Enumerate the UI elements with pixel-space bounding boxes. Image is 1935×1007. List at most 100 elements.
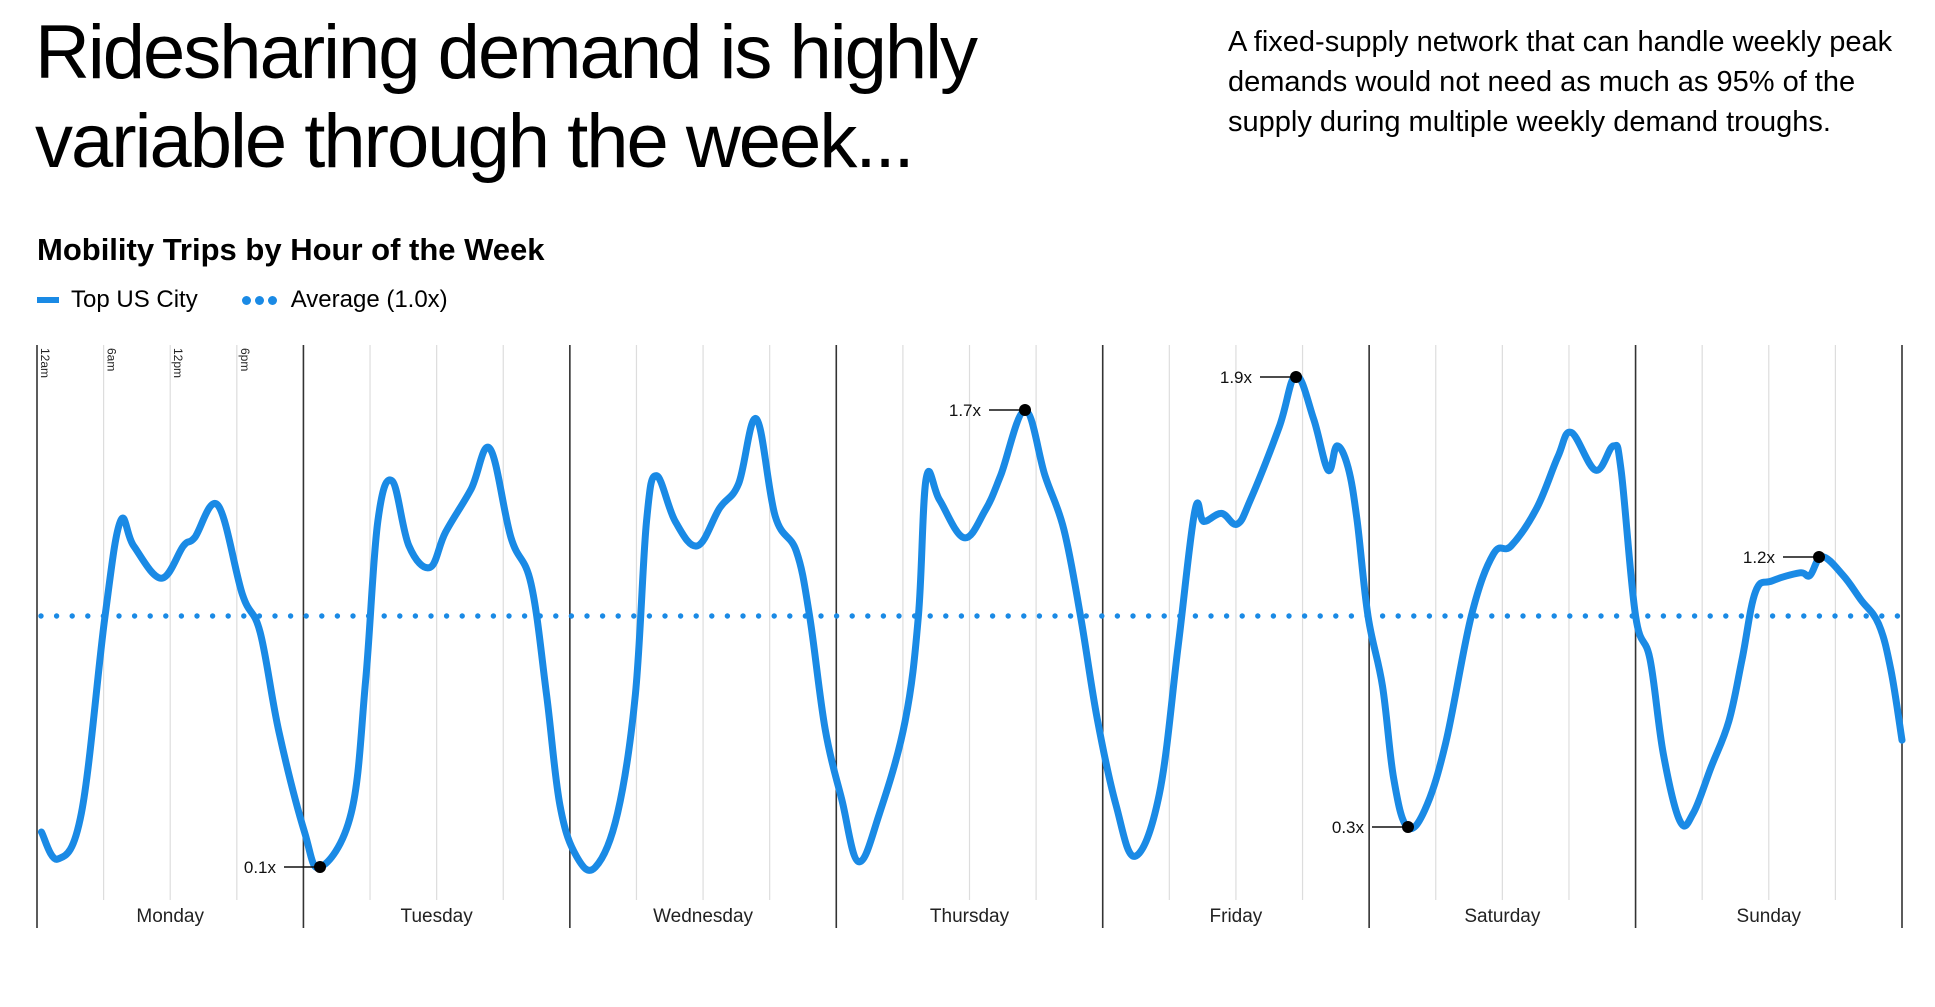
average-dot: [443, 613, 450, 619]
average-dot: [1067, 613, 1074, 619]
average-dot: [771, 613, 777, 619]
average-dot: [334, 613, 341, 619]
average-dot: [1567, 613, 1573, 619]
average-dot: [584, 613, 590, 619]
day-label: Thursday: [930, 906, 1010, 927]
annotation: 1.9x: [1220, 368, 1302, 387]
headline-line-1: Ridesharing demand is highly: [35, 10, 978, 95]
average-dot: [1707, 613, 1713, 619]
legend-item-top-us-city: Top US City: [37, 286, 198, 314]
average-dot: [209, 613, 216, 619]
legend-item-average: Average (1.0x): [241, 286, 448, 314]
average-dot: [1239, 613, 1245, 619]
average-dot: [1270, 613, 1277, 619]
annotation-label: 1.9x: [1220, 368, 1253, 387]
average-dot: [833, 613, 840, 619]
annotation: 0.3x: [1332, 818, 1414, 837]
dotted-line-swatch-icon: [241, 295, 281, 305]
average-dot: [1879, 613, 1885, 619]
average-dot: [459, 613, 465, 619]
day-label: Sunday: [1737, 906, 1802, 927]
average-dot: [880, 613, 887, 619]
average-dot: [53, 613, 60, 619]
average-dot: [272, 613, 278, 619]
headline: Ridesharing demand is highly variable th…: [35, 8, 1135, 186]
hour-tick-label: 6pm: [238, 348, 252, 371]
average-dot: [428, 613, 434, 619]
average-dot: [1863, 613, 1869, 619]
average-dot: [381, 613, 387, 619]
annotation-label: 0.3x: [1332, 818, 1365, 837]
average-dot: [397, 613, 403, 619]
average-dot: [1457, 613, 1464, 619]
average-dot: [1395, 613, 1401, 619]
average-dot: [974, 613, 980, 619]
average-dot: [553, 613, 559, 619]
average-dot: [740, 613, 746, 619]
chart-legend: Top US City Average (1.0x): [37, 285, 492, 315]
average-dot: [1691, 613, 1698, 619]
annotation: 1.7x: [949, 401, 1031, 420]
average-dot: [865, 613, 871, 619]
chart-annotations: 0.1x 1.7x 1.9x 0.3x 1.2x: [244, 368, 1825, 877]
average-dot: [724, 613, 731, 619]
average-dot: [506, 613, 512, 619]
average-dot: [69, 613, 75, 619]
day-label: Wednesday: [653, 906, 753, 927]
average-dot: [116, 613, 122, 619]
headline-line-2: variable through the week...: [35, 99, 915, 184]
average-dot: [787, 613, 793, 619]
day-label: Tuesday: [401, 906, 474, 927]
average-dot: [1754, 613, 1760, 619]
average-dot: [350, 613, 356, 619]
average-dot: [646, 613, 653, 619]
average-dot: [1832, 613, 1838, 619]
average-dot: [1333, 613, 1339, 619]
average-dot: [1785, 613, 1791, 619]
average-dot: [1036, 613, 1043, 619]
average-dot: [1660, 613, 1667, 619]
average-dot: [85, 613, 91, 619]
average-dot: [521, 613, 528, 619]
average-dot: [147, 613, 153, 619]
average-dot: [1847, 613, 1854, 619]
average-dot: [1317, 613, 1323, 619]
average-dot: [1535, 613, 1542, 619]
average-dot: [1442, 613, 1448, 619]
average-dot: [1676, 613, 1682, 619]
average-dot: [1223, 613, 1230, 619]
average-dot: [677, 613, 684, 619]
average-dot: [1723, 613, 1729, 619]
average-dot: [241, 613, 247, 619]
average-dot: [38, 613, 44, 619]
average-dot: [662, 613, 668, 619]
average-dot: [1099, 613, 1105, 619]
average-dot: [1426, 613, 1433, 619]
annotation-marker: [1290, 371, 1302, 383]
average-dot: [303, 613, 309, 619]
axis-labels: 12am 6am 12pm 6pm Monday Tuesday Wednesday Thur…: [38, 348, 1801, 927]
annotation: 0.1x: [244, 858, 326, 877]
average-dot: [989, 613, 996, 619]
average-dot: [490, 613, 497, 619]
average-dot: [1738, 613, 1745, 619]
average-dot: [1145, 613, 1152, 619]
average-dot: [194, 613, 200, 619]
average-dot: [818, 613, 824, 619]
hour-tick-label: 12am: [38, 348, 52, 378]
chart-title: Mobility Trips by Hour of the Week: [37, 232, 545, 267]
average-dot: [1645, 613, 1651, 619]
day-label: Monday: [136, 906, 204, 927]
average-dot: [1021, 613, 1027, 619]
average-dot: [849, 613, 855, 619]
hour-tick-label: 12pm: [171, 348, 185, 378]
annotation-marker: [1019, 404, 1031, 416]
average-dot: [475, 613, 481, 619]
average-dot: [709, 613, 715, 619]
average-dot: [319, 613, 325, 619]
day-label: Friday: [1210, 906, 1263, 927]
average-dot: [693, 613, 699, 619]
average-dot: [1286, 613, 1292, 619]
average-dot: [163, 613, 169, 619]
